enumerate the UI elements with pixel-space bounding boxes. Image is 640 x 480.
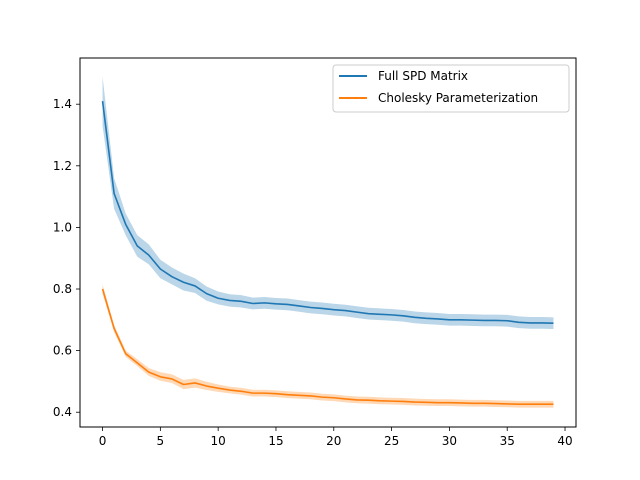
- y-tick-label: 1.2: [53, 159, 72, 173]
- x-tick-label: 40: [557, 434, 572, 448]
- x-tick-label: 20: [326, 434, 341, 448]
- x-tick-label: 35: [500, 434, 515, 448]
- y-tick-label: 0.4: [53, 405, 72, 419]
- y-axis-ticks: 0.4 0.6 0.8 1.0 1.2 1.4: [53, 97, 80, 419]
- legend: Full SPD Matrix Cholesky Parameterizatio…: [332, 64, 570, 113]
- x-tick-label: 15: [268, 434, 283, 448]
- legend-box: [332, 64, 570, 113]
- legend-label-cholesky: Cholesky Parameterization: [378, 91, 538, 105]
- y-tick-label: 1.4: [53, 97, 72, 111]
- x-axis-ticks: 0 5 10 15 20 25 30 35 40: [99, 427, 573, 448]
- x-tick-label: 25: [384, 434, 399, 448]
- x-tick-label: 10: [211, 434, 226, 448]
- y-tick-label: 1.0: [53, 220, 72, 234]
- line-series-1: [101, 288, 554, 406]
- plot-frame: [79, 57, 577, 428]
- y-tick-label: 0.6: [53, 344, 72, 358]
- y-tick-label: 0.8: [53, 282, 72, 296]
- x-tick-label: 5: [157, 434, 165, 448]
- x-tick-label: 0: [99, 434, 107, 448]
- legend-label-full-spd: Full SPD Matrix: [378, 69, 468, 83]
- line-series-0: [101, 101, 554, 324]
- series-lines: [101, 101, 554, 406]
- x-tick-label: 30: [442, 434, 457, 448]
